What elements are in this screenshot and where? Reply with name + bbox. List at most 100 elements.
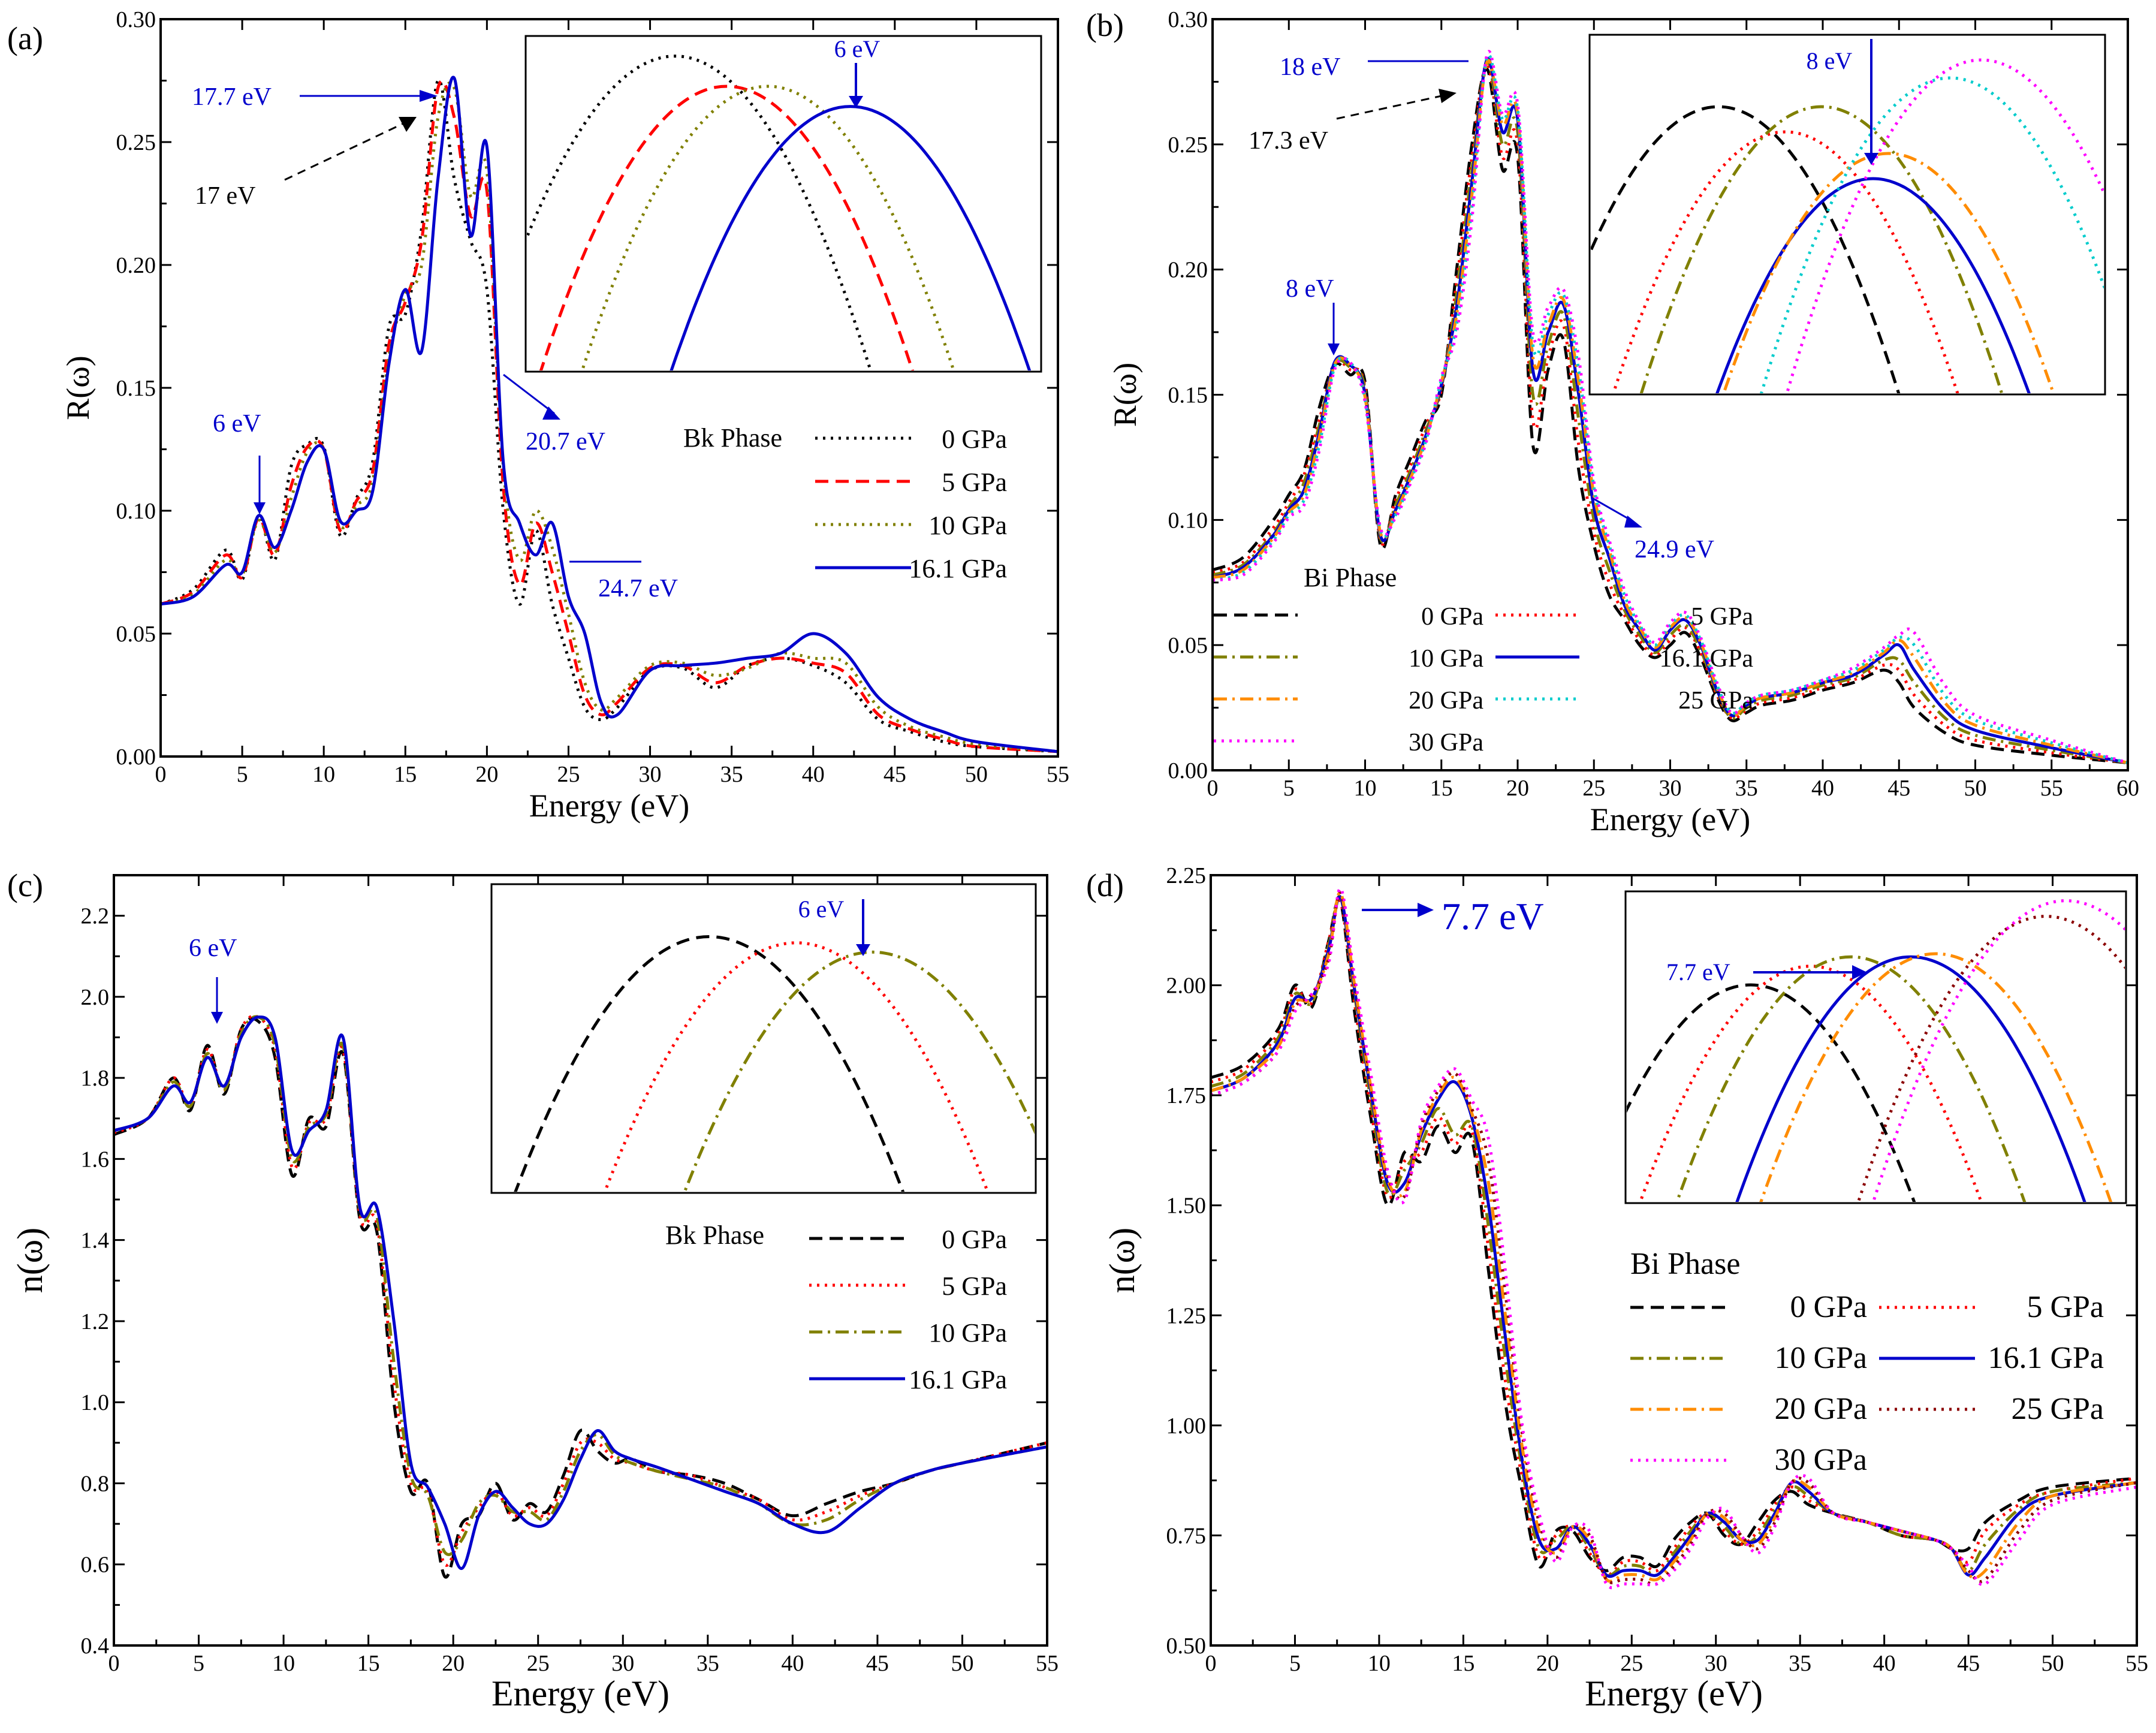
panel-c-legend-label: 10 GPa [928,1318,1007,1348]
panel-b-inset-annotation: 8 eV [1807,47,1853,74]
annotation-17-arrowhead [399,117,417,132]
panel-d-ytick-label: 0.50 [1166,1633,1207,1659]
panel-c-ytick-label: 2.2 [81,904,110,929]
panel-a-series-group [161,76,1058,754]
panel-c-ytick-label: 1.0 [81,1390,110,1415]
panel-a-xtick-label: 0 [155,762,167,787]
panel-a-ylabel: R(ω) [60,355,96,420]
panel-c-legend-label: 0 GPa [942,1225,1007,1254]
panel-c-ytick-label: 2.0 [81,985,110,1010]
panel-b-xtick-label: 45 [1887,776,1910,801]
panel-b-legend-label: 10 GPa [1409,645,1483,673]
panel-b-legend: Bi Phase 0 GPa 5 GPa 10 GPa 16.1 GPa 20 GPa 2… [1214,563,1753,757]
panel-d-series-20-gpa [1211,891,2137,1583]
panel-b-series-group [1213,50,2128,764]
panel-d-legend-label: 20 GPa [1774,1392,1867,1426]
panel-a-xtick-label: 5 [237,762,248,787]
panel-b-inset-curve [1715,177,2031,393]
panel-a-inset-frame [524,35,1042,373]
panel-d-xlabel: Energy (eV) [1585,1674,1763,1713]
panel-c-series-group [114,1014,1047,1579]
panel-a-xtick-label: 40 [802,762,825,787]
annotation-18-ev: 18 eV [1280,53,1340,81]
annotation-17-3-arrow [1336,95,1442,120]
panel-c-inset-clipped [514,935,1035,1192]
panel-d-inset-arrowhead [1852,965,1867,979]
panel-c-ytick-label: 1.2 [81,1309,110,1334]
panel-b-plot: 0 5 10 15 20 25 30 35 40 45 50 55 60 0.00 0.05 0.10 0.15… [1107,7,2139,837]
panel-d: (d) 0 5 10 15 20 25 30 35 40 45 50 55 0.50 0.75 1.00 1.… [1086,863,2148,1713]
panel-a-ytick-label: 0.15 [116,376,156,401]
panel-c-label: (c) [7,867,43,903]
panel-a-inset-annotation: 6 eV [834,35,881,62]
panel-a-legend-label: 0 GPa [942,424,1007,454]
panel-d-inset-curve [1638,965,1983,1202]
panel-c-inset-frame [490,883,1037,1194]
panel-c-xtick-label: 10 [272,1651,295,1676]
panel-d-legend-label: 0 GPa [1790,1290,1867,1324]
annotation-20-7-arrow [503,373,555,415]
annotation-24-7-ev: 24.7 eV [598,575,678,602]
panel-d-inset-curves [1627,899,2125,1202]
panel-a-xlabel: Energy (eV) [529,788,689,824]
panel-c-legend: Bk Phase 0 GPa 5 GPa 10 GPa 16.1 GPa [665,1220,1007,1394]
panel-a-xtick-label: 35 [720,762,743,787]
panel-d-inset-annotation: 7.7 eV [1666,959,1730,985]
panel-c-xtick-label: 45 [866,1651,889,1676]
panel-b-label: (b) [1086,7,1124,43]
panel-d-xtick-label: 20 [1536,1651,1559,1676]
panel-d-xtick-label: 55 [2125,1651,2148,1676]
panel-d-ytick-label: 1.25 [1166,1303,1207,1328]
annotation-24-9-ev: 24.9 eV [1635,536,1714,563]
panel-c-xlabel: Energy (eV) [491,1674,670,1713]
panel-c-xtick-label: 35 [696,1651,719,1676]
panel-b-xtick-label: 60 [2116,776,2139,801]
annotation-6-ev-a-arrowhead [254,502,266,514]
panel-d-ytick-label: 2.00 [1166,974,1207,999]
panel-c: (c) 0 5 10 15 20 25 30 35 40 45 50 55 0.4 0.6 0.8 1.0 1.… [7,867,1059,1713]
panel-d-xtick-label: 25 [1620,1651,1643,1676]
panel-c-xtick-label: 5 [193,1651,204,1676]
panel-d-legend-label: 30 GPa [1774,1443,1867,1477]
panel-b-xtick-label: 0 [1207,776,1219,801]
panel-d-legend: Bi Phase 0 GPa 5 GPa 10 GPa 16.1 GPa 20 GPa 2… [1630,1247,2104,1477]
panel-b-ytick-label: 0.10 [1168,508,1208,533]
panel-c-xtick-label: 0 [108,1651,120,1676]
panel-a-inset-clipped [527,55,1032,370]
panel-c-legend-label: 16.1 GPa [909,1365,1007,1394]
panel-b-legend-label: 16.1 GPa [1660,645,1754,673]
panel-a-ytick-label: 0.30 [116,7,156,32]
panel-a-inset-curves [527,55,1032,370]
panel-a-ytick-label: 0.25 [116,130,156,155]
panel-c-inset-arrowhead [856,944,870,956]
panel-b-legend-label: 20 GPa [1409,687,1483,715]
panel-c-inset-annotation: 6 eV [798,896,845,923]
panel-d-series-group [1211,887,2137,1590]
panel-b-ytick-label: 0.25 [1168,132,1208,158]
annotation-20-7-ev: 20.7 eV [526,428,605,456]
panel-c-xtick-label: 30 [611,1651,634,1676]
panel-a-xtick-label: 30 [639,762,662,787]
annotation-17-3-ev: 17.3 eV [1249,127,1328,155]
panel-b-xtick-label: 30 [1659,776,1682,801]
panel-d-xtick-label: 45 [1957,1651,1980,1676]
panel-a-legend-title: Bk Phase [683,423,782,453]
panel-b-inset-curves [1591,58,2104,393]
panel-d-inset-curve [1871,899,2125,1202]
panel-b-legend-label: 25 GPa [1678,687,1753,715]
panel-b-inset-frame [1588,34,2106,396]
panel-b-xtick-label: 10 [1354,776,1377,801]
panel-b-xtick-label: 35 [1735,776,1758,801]
annotation-8-ev-b: 8 eV [1286,275,1334,303]
annotation-7-7-arrowhead [1418,903,1434,917]
panel-b-inset-clipped [1591,58,2104,393]
panel-b-series-30-gpa [1213,50,2128,764]
panel-b: (b) 0 5 10 15 20 25 30 35 40 45 50 55 60 0.00 0.05 0.10… [1086,7,2139,837]
panel-b-ylabel: R(ω) [1107,363,1143,427]
panel-d-xtick-label: 50 [2042,1651,2064,1676]
annotation-8-ev-b-arrowhead [1328,343,1340,355]
panel-b-inset-curve [1639,105,2004,393]
panel-c-ytick-label: 0.6 [81,1553,110,1578]
panel-d-xtick-label: 40 [1873,1651,1896,1676]
